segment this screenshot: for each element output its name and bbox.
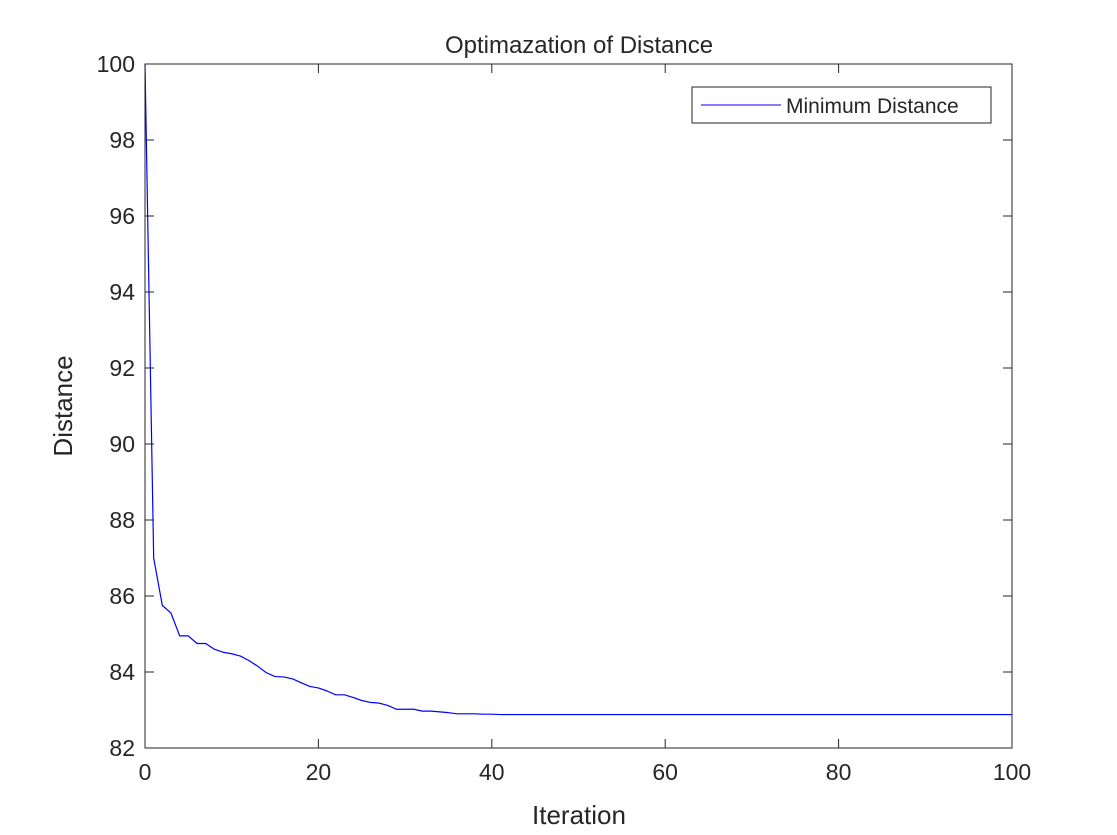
- x-tick-label: 100: [993, 759, 1031, 785]
- y-tick-label: 92: [109, 355, 135, 381]
- x-tick-label: 20: [306, 759, 332, 785]
- x-tick-label: 60: [652, 759, 678, 785]
- axis-box: [144, 63, 1013, 749]
- y-tick-label: 82: [109, 735, 135, 761]
- y-tick-label: 98: [109, 127, 135, 153]
- legend: Minimum Distance: [691, 86, 992, 124]
- axes-frame: [144, 63, 1013, 749]
- y-tick-label: 86: [109, 583, 135, 609]
- y-tick-label: 84: [109, 659, 135, 685]
- y-tick-label: 94: [109, 279, 135, 305]
- x-axis-label: Iteration: [532, 800, 626, 830]
- y-tick-label: 90: [109, 431, 135, 457]
- y-tick-label: 100: [97, 51, 135, 77]
- chart-title: Optimazation of Distance: [445, 32, 713, 59]
- y-axis-label: Distance: [48, 355, 78, 456]
- y-axis-ticks: 82 84 86 88 90 92 94 96 98 100: [97, 51, 1012, 761]
- x-axis-ticks: 0 20 40 60 80 100: [139, 64, 1031, 785]
- x-tick-label: 40: [479, 759, 505, 785]
- series-line-minimum-distance: [144, 63, 1012, 716]
- series-layer: [144, 63, 1012, 716]
- y-tick-label: 88: [109, 507, 135, 533]
- x-tick-label: 80: [826, 759, 852, 785]
- legend-label-minimum-distance: Minimum Distance: [786, 95, 959, 118]
- x-tick-label: 0: [139, 759, 152, 785]
- y-tick-label: 96: [109, 203, 135, 229]
- plot-area: [145, 64, 1012, 748]
